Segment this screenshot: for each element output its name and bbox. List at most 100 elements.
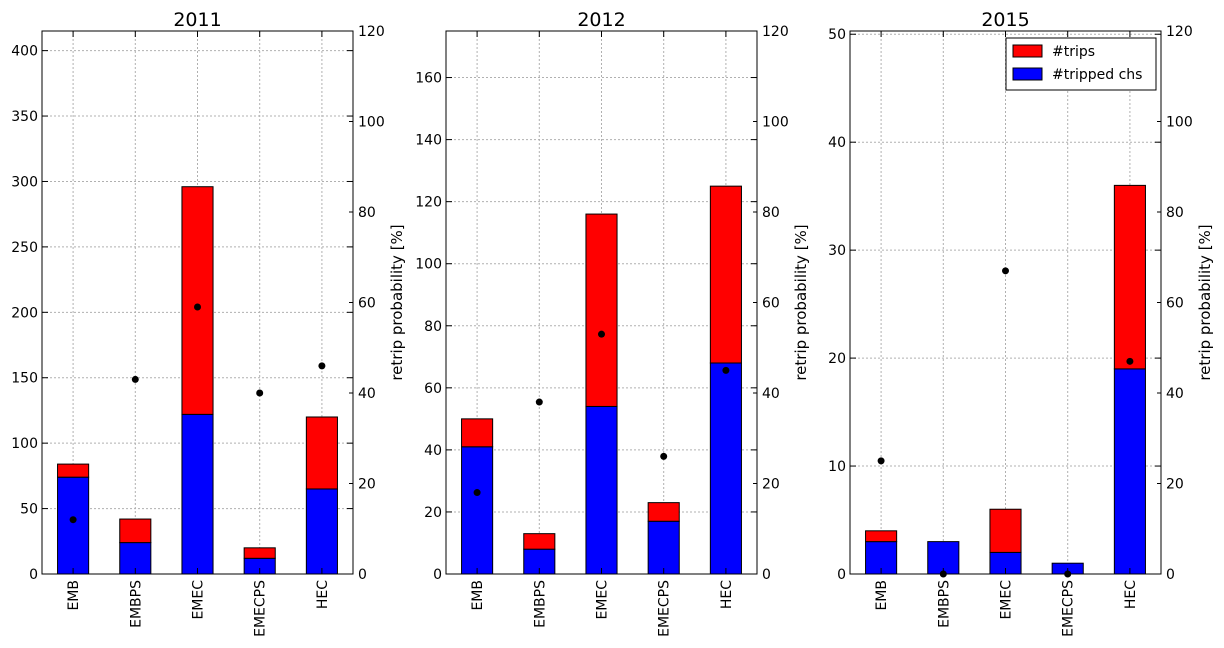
y2-tick-label: 60: [358, 296, 376, 312]
y2-tick-label: 100: [1166, 115, 1193, 131]
bar-trips-hec: [709, 185, 742, 364]
bar-trips-emec: [585, 213, 618, 407]
retrip-point-emecps: [660, 452, 668, 460]
y-tick-label: 50: [20, 502, 38, 518]
x-tick-label-emb: EMB: [470, 580, 486, 611]
retrip-point-emb: [877, 457, 885, 465]
y2-tick-label: 100: [358, 115, 385, 131]
y-tick-label: 0: [837, 567, 846, 583]
y2-tick-label: 0: [1166, 567, 1175, 583]
y2-tick-label: 80: [762, 205, 780, 221]
chart-panel-2015: 0 10 20 30 40 50 0 20 40 60 80 100 120 EMB EMBPS EMEC EM…: [828, 9, 1214, 637]
bar-trippedchs-emecps: [647, 520, 680, 575]
y2-tick-label: 80: [358, 205, 376, 221]
bar-trippedchs-emb: [461, 446, 494, 575]
y2-axis-label: retrip probability [%]: [1196, 224, 1214, 380]
y-tick-label: 350: [11, 109, 38, 125]
retrip-point-embps: [535, 398, 543, 406]
y-tick-label: 0: [29, 567, 38, 583]
chart-panel-2011: 0 50 100 150 200 250 300 350 400 0 20 40 60 80 100 120 E…: [11, 9, 406, 637]
bar-trippedchs-hec: [1113, 368, 1146, 575]
y-tick-label: 50: [828, 27, 846, 43]
legend-label: #trips: [1052, 44, 1095, 60]
x-tick-label-emec: EMEC: [595, 580, 611, 620]
y-tick-label: 40: [424, 443, 442, 459]
x-tick-label-embps: EMBPS: [532, 580, 548, 628]
y2-tick-label: 40: [762, 386, 780, 402]
retrip-point-hec: [1126, 357, 1134, 365]
bar-trips-emb: [865, 530, 898, 543]
y2-tick-label: 40: [1166, 386, 1184, 402]
bar-trips-emec: [989, 508, 1022, 553]
bar-trips-emecps: [243, 547, 276, 559]
y-tick-label: 250: [11, 240, 38, 256]
y-tick-label: 140: [415, 133, 442, 149]
x-tick-label-embps: EMBPS: [128, 580, 144, 628]
y2-tick-label: 120: [762, 24, 789, 40]
y2-axis-label: retrip probability [%]: [388, 224, 406, 380]
x-tick-label-emecps: EMECPS: [657, 580, 673, 637]
y-tick-label: 400: [11, 44, 38, 60]
retrip-point-embps: [131, 375, 139, 383]
y-tick-label: 100: [415, 257, 442, 273]
retrip-point-emb: [473, 489, 481, 497]
chart-panel-2012: 0 20 40 60 80 100 120 140 160 0 20 40 60 80 100 120 EMB E…: [415, 9, 810, 637]
y2-tick-label: 120: [358, 24, 385, 40]
retrip-point-hec: [722, 366, 730, 374]
bar-trips-emb: [461, 418, 494, 448]
bar-trips-embps: [523, 533, 556, 550]
y2-tick-label: 80: [1166, 205, 1184, 221]
y2-tick-label: 120: [1166, 24, 1193, 40]
x-tick-label-emec: EMEC: [191, 580, 207, 620]
y-tick-label: 150: [11, 371, 38, 387]
y2-tick-label: 20: [762, 477, 780, 493]
legend-swatch: [1012, 44, 1043, 58]
y-tick-label: 100: [11, 436, 38, 452]
y-tick-label: 200: [11, 305, 38, 321]
y2-tick-label: 0: [358, 567, 367, 583]
y-tick-label: 40: [828, 135, 846, 151]
retrip-point-hec: [318, 362, 326, 370]
y-tick-label: 120: [415, 195, 442, 211]
bar-trippedchs-hec: [305, 488, 338, 575]
retrip-point-emec: [1002, 267, 1009, 275]
y2-tick-label: 60: [1166, 296, 1184, 312]
y2-tick-label: 20: [358, 477, 376, 493]
y2-tick-label: 0: [762, 567, 771, 583]
y2-axis-label: retrip probability [%]: [792, 224, 810, 380]
x-tick-label-emecps: EMECPS: [1061, 580, 1077, 637]
bar-trippedchs-emb: [57, 476, 90, 575]
bar-trips-emb: [57, 463, 90, 478]
bar-trips-emecps: [647, 502, 680, 522]
retrip-point-emec: [194, 303, 201, 311]
bar-trips-hec: [305, 416, 338, 490]
y-tick-label: 0: [433, 567, 442, 583]
bar-trippedchs-hec: [709, 362, 742, 575]
y-tick-label: 300: [11, 174, 38, 190]
y2-tick-label: 100: [762, 115, 789, 131]
y-tick-label: 80: [424, 319, 442, 335]
x-tick-label-emb: EMB: [66, 580, 82, 611]
retrip-point-emecps: [256, 389, 264, 397]
y-tick-label: 20: [424, 505, 442, 521]
x-tick-label-hec: HEC: [315, 580, 331, 609]
y2-tick-label: 40: [358, 386, 376, 402]
y-tick-label: 10: [828, 459, 846, 475]
retrip-point-emb: [69, 516, 77, 524]
bar-trips-embps: [119, 518, 152, 544]
chart-title: 2012: [577, 9, 625, 31]
x-tick-label-embps: EMBPS: [936, 580, 952, 628]
x-tick-label-hec: HEC: [1123, 580, 1139, 609]
bar-trips-hec: [1113, 184, 1146, 370]
x-tick-label-emecps: EMECPS: [253, 580, 269, 637]
y-tick-label: 60: [424, 381, 442, 397]
y-tick-label: 20: [828, 351, 846, 367]
x-tick-label-emb: EMB: [874, 580, 890, 611]
bar-trippedchs-emec: [181, 413, 214, 575]
legend: #trips #tripped chs: [1005, 37, 1157, 91]
bar-trippedchs-emec: [585, 405, 618, 575]
y2-tick-label: 20: [1166, 477, 1184, 493]
bar-trips-emec: [181, 186, 214, 415]
y2-tick-label: 60: [762, 296, 780, 312]
